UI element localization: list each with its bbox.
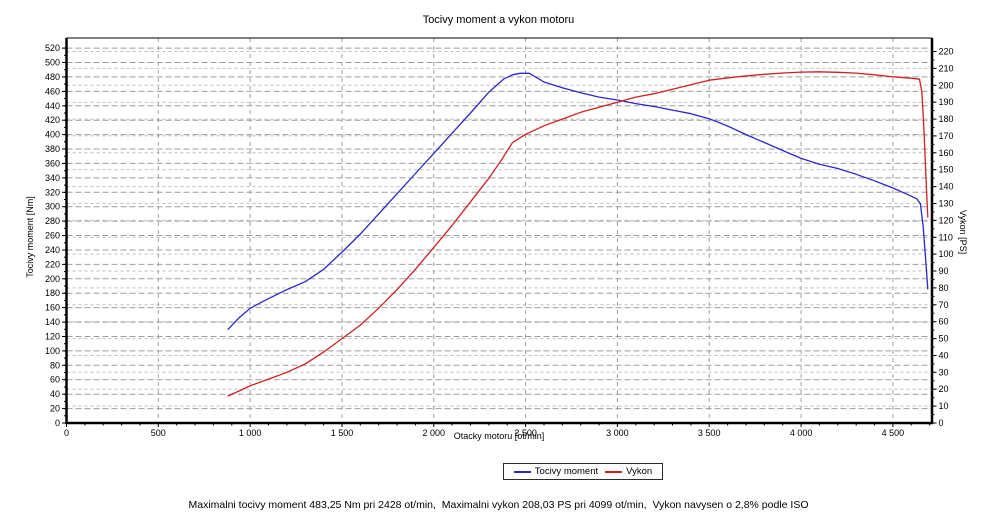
- y-tick-label-left: 300: [45, 202, 60, 212]
- power-curve: [227, 71, 929, 397]
- y-axis-label-left: Tocivy moment [Nm]: [25, 196, 35, 278]
- y-tick-label-right: 60: [939, 317, 949, 327]
- x-axis-label: Otacky motoru [ot/min]: [453, 431, 545, 441]
- y-tick-label-left: 20: [50, 404, 60, 414]
- y-tick-label-right: 110: [939, 232, 953, 242]
- y-tick-label-right: 10: [939, 401, 949, 411]
- chart-title: Tocivy moment a vykon motoru: [422, 14, 575, 26]
- y-tick-label-left: 220: [45, 259, 60, 269]
- y-tick-label-right: 80: [939, 283, 949, 293]
- y-tick-label-left: 440: [45, 101, 60, 111]
- y-tick-label-right: 150: [939, 165, 954, 175]
- y-tick-label-left: 140: [45, 317, 60, 327]
- y-tick-label-right: 200: [939, 80, 954, 90]
- y-tick-label-right: 90: [939, 266, 949, 276]
- y-tick-label-left: 80: [50, 360, 60, 370]
- y-tick-label-left: 400: [45, 130, 60, 140]
- chart-legend: Tocivy moment Vykon: [503, 463, 663, 480]
- y-tick-label-right: 170: [939, 131, 954, 141]
- x-tick-label: 3 000: [606, 428, 629, 438]
- y-tick-label-left: 320: [45, 187, 60, 197]
- chart-plot-area: 0 500 1 000 1 500 2 000 2 500 3 000 3 500 4 000 4…: [45, 37, 954, 438]
- y-tick-label-right: 70: [939, 300, 949, 310]
- y-tick-label-left: 340: [45, 173, 60, 183]
- x-tick-label: 2 000: [423, 428, 446, 438]
- y-tick-label-left: 0: [55, 418, 60, 428]
- x-tick-label: 0: [64, 428, 69, 438]
- torque-line-swatch: [513, 470, 531, 473]
- y-tick-label-right: 30: [939, 367, 949, 377]
- x-tick-label: 500: [151, 428, 166, 438]
- y-tick-label-left: 420: [45, 115, 60, 125]
- y-tick-label-right: 50: [939, 334, 949, 344]
- y-tick-label-right: 120: [939, 215, 954, 225]
- y-tick-label-left: 60: [50, 375, 60, 385]
- y-tick-label-right: 190: [939, 97, 954, 107]
- y-tick-label-right: 160: [939, 148, 954, 158]
- y-tick-label-right: 180: [939, 114, 954, 124]
- y-tick-label-left: 380: [45, 144, 60, 154]
- x-tick-label: 1 000: [239, 428, 262, 438]
- y-axis-label-right: Vykon [PS]: [958, 209, 968, 255]
- y-tick-label-left: 240: [45, 245, 60, 255]
- y-tick-label-left: 500: [45, 58, 60, 68]
- power-line-swatch: [605, 470, 623, 473]
- y-tick-label-right: 220: [939, 47, 954, 57]
- y-tick-label-left: 260: [45, 231, 60, 241]
- x-tick-label: 3 500: [698, 428, 721, 438]
- y-tick-label-left: 520: [45, 43, 60, 53]
- legend-label-torque: Tocivy moment: [534, 466, 599, 477]
- y-tick-label-left: 460: [45, 86, 60, 96]
- x-tick-label: 4 000: [790, 428, 813, 438]
- y-tick-label-right: 100: [939, 249, 954, 259]
- y-tick-label-left: 100: [45, 346, 60, 356]
- x-tick-label: 1 500: [331, 428, 354, 438]
- y-tick-label-left: 40: [50, 389, 60, 399]
- legend-item-power: Vykon: [605, 466, 652, 477]
- y-tick-label-right: 0: [939, 418, 944, 428]
- y-tick-label-right: 210: [939, 63, 954, 73]
- chart-caption: Maximalni tocivy moment 483,25 Nm pri 24…: [188, 499, 809, 511]
- x-tick-label: 2 500: [514, 428, 537, 438]
- y-tick-label-right: 130: [939, 199, 954, 209]
- y-tick-label-left: 360: [45, 158, 60, 168]
- y-tick-label-right: 40: [939, 351, 949, 361]
- y-tick-label-left: 200: [45, 274, 60, 284]
- x-tick-label: 4 500: [882, 428, 905, 438]
- legend-item-torque: Tocivy moment: [513, 466, 599, 477]
- legend-label-power: Vykon: [626, 466, 653, 477]
- torque-curve: [227, 72, 929, 330]
- y-tick-label-left: 280: [45, 216, 60, 226]
- y-tick-label-left: 160: [45, 303, 60, 313]
- y-tick-label-right: 20: [939, 384, 949, 394]
- y-tick-label-left: 120: [45, 332, 60, 342]
- y-tick-label-left: 180: [45, 288, 60, 298]
- y-tick-label-right: 140: [939, 182, 954, 192]
- y-tick-label-left: 480: [45, 72, 60, 82]
